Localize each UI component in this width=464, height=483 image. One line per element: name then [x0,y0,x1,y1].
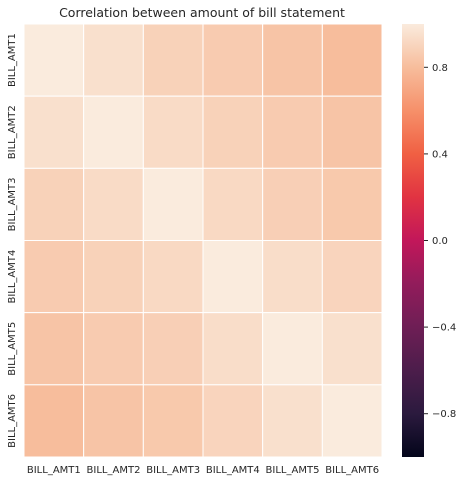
x-tick-label: BILL_AMT2 [87,465,141,476]
heatmap-cell-BILL_AMT3-BILL_AMT1 [23,167,85,241]
y-tick-label: BILL_AMT1 [7,33,18,87]
heatmap-cell-BILL_AMT5-BILL_AMT5 [262,312,323,386]
heatmap-cell-BILL_AMT5-BILL_AMT6 [321,312,383,386]
heatmap-cell-BILL_AMT1-BILL_AMT4 [202,23,264,97]
x-axis-ticks: BILL_AMT1 BILL_AMT2 BILL_AMT3 BILL_AMT4 BILL… [27,465,379,476]
heatmap-cell-BILL_AMT6-BILL_AMT3 [142,384,204,458]
heatmap-cell-BILL_AMT1-BILL_AMT5 [262,23,323,97]
heatmap-cells [23,23,383,458]
heatmap-cell-BILL_AMT6-BILL_AMT2 [83,384,144,458]
heatmap-cell-BILL_AMT2-BILL_AMT3 [142,95,204,169]
heatmap-cell-BILL_AMT5-BILL_AMT4 [202,312,264,386]
heatmap-cell-BILL_AMT2-BILL_AMT4 [202,95,264,169]
colorbar-tick-label: 0.4 [432,149,448,160]
y-tick-label: BILL_AMT5 [7,322,18,376]
y-tick-label: BILL_AMT3 [7,177,18,231]
heatmap-cell-BILL_AMT1-BILL_AMT1 [23,23,85,97]
heatmap-cell-BILL_AMT2-BILL_AMT6 [321,95,383,169]
y-tick-label: BILL_AMT6 [7,394,18,448]
heatmap-cell-BILL_AMT4-BILL_AMT3 [142,240,204,314]
colorbar-ticks: −0.8 −0.4 0.0 0.4 0.8 [424,63,456,420]
heatmap-cell-BILL_AMT5-BILL_AMT1 [23,312,85,386]
heatmap-cell-BILL_AMT2-BILL_AMT1 [23,95,85,169]
heatmap-cell-BILL_AMT5-BILL_AMT3 [142,312,204,386]
colorbar-tick-label: −0.4 [432,323,456,334]
colorbar-tick-label: 0.0 [432,236,448,247]
heatmap-cell-BILL_AMT5-BILL_AMT2 [83,312,144,386]
heatmap-cell-BILL_AMT3-BILL_AMT5 [262,167,323,241]
x-tick-label: BILL_AMT1 [27,465,81,476]
heatmap-cell-BILL_AMT6-BILL_AMT4 [202,384,264,458]
heatmap-cell-BILL_AMT6-BILL_AMT5 [262,384,323,458]
heatmap-cell-BILL_AMT3-BILL_AMT6 [321,167,383,241]
x-tick-label: BILL_AMT5 [266,465,320,476]
heatmap-cell-BILL_AMT1-BILL_AMT2 [83,23,144,97]
x-tick-label: BILL_AMT6 [325,465,379,476]
heatmap-cell-BILL_AMT3-BILL_AMT4 [202,167,264,241]
colorbar-tick-label: 0.8 [432,63,448,74]
heatmap-cell-BILL_AMT3-BILL_AMT2 [83,167,144,241]
y-tick-label: BILL_AMT4 [7,250,18,304]
y-tick-label: BILL_AMT2 [7,105,18,159]
heatmap-cell-BILL_AMT1-BILL_AMT3 [142,23,204,97]
heatmap-cell-BILL_AMT2-BILL_AMT2 [83,95,144,169]
x-tick-label: BILL_AMT3 [146,465,200,476]
x-tick-label: BILL_AMT4 [206,465,260,476]
chart-title: Correlation between amount of bill state… [59,5,345,20]
colorbar [402,24,424,457]
y-axis-ticks: BILL_AMT1 BILL_AMT2 BILL_AMT3 BILL_AMT4 BILL… [7,33,18,448]
heatmap-cell-BILL_AMT6-BILL_AMT1 [23,384,85,458]
heatmap-cell-BILL_AMT2-BILL_AMT5 [262,95,323,169]
heatmap-cell-BILL_AMT4-BILL_AMT4 [202,240,264,314]
colorbar-tick-label: −0.8 [432,409,456,420]
heatmap-cell-BILL_AMT4-BILL_AMT6 [321,240,383,314]
heatmap-cell-BILL_AMT4-BILL_AMT5 [262,240,323,314]
heatmap-cell-BILL_AMT4-BILL_AMT1 [23,240,85,314]
heatmap-cell-BILL_AMT3-BILL_AMT3 [142,167,204,241]
heatmap-cell-BILL_AMT1-BILL_AMT6 [321,23,383,97]
heatmap-cell-BILL_AMT6-BILL_AMT6 [321,384,383,458]
heatmap-cell-BILL_AMT4-BILL_AMT2 [83,240,144,314]
